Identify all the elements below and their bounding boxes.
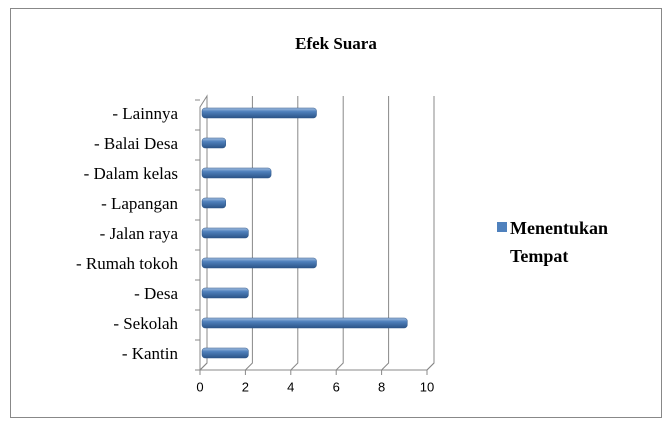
- y-tick-label: - Balai Desa: [94, 134, 178, 153]
- y-tick-label: - Lainnya: [112, 104, 178, 123]
- legend-swatch: [497, 222, 507, 232]
- bar: [201, 317, 408, 329]
- x-tick-label: 6: [333, 379, 340, 394]
- x-tick-label: 0: [196, 379, 203, 394]
- grid-line: [245, 96, 253, 371]
- x-axis: [200, 362, 435, 371]
- y-tick-label: - Rumah tokoh: [76, 254, 178, 273]
- bar: [201, 107, 317, 119]
- y-tick-label: - Sekolah: [113, 314, 178, 333]
- bar: [201, 227, 249, 239]
- y-tick-label: - Kantin: [122, 344, 179, 363]
- chart-title: Efek Suara: [295, 34, 377, 53]
- legend-label: Menentukan Tempat: [510, 218, 609, 266]
- x-tick-label: 8: [378, 379, 385, 394]
- x-tick-label: 2: [242, 379, 249, 394]
- bar: [201, 137, 226, 149]
- y-tick-label: - Jalan raya: [100, 224, 179, 243]
- y-tick-label: - Desa: [134, 284, 178, 303]
- bar: [201, 347, 249, 359]
- bar: [201, 197, 226, 209]
- bar: [201, 167, 272, 179]
- grid-line: [381, 96, 390, 371]
- bar: [201, 287, 249, 299]
- grid-line: [290, 96, 299, 371]
- y-tick-label: - Dalam kelas: [84, 164, 178, 183]
- x-tick-label: 10: [420, 379, 434, 394]
- y-tick-label: - Lapangan: [101, 194, 178, 213]
- grid-line: [335, 96, 344, 371]
- x-tick-label: 4: [287, 379, 294, 394]
- chart-frame: [10, 8, 662, 418]
- bar: [201, 257, 317, 269]
- y-axis: [199, 94, 208, 371]
